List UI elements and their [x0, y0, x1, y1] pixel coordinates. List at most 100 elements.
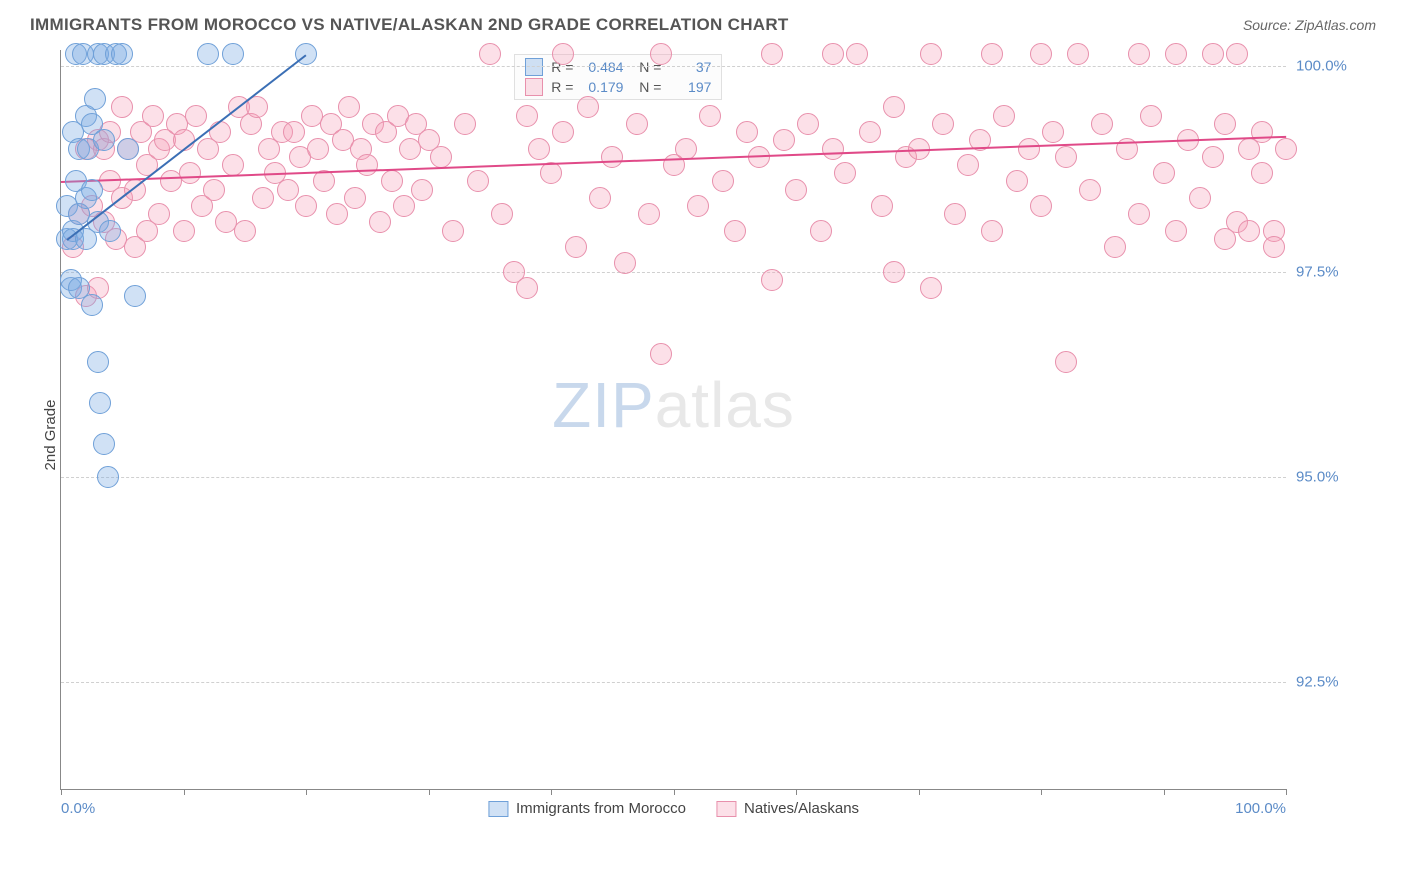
- legend-item-b: Natives/Alaskans: [716, 800, 859, 817]
- series-b-marker: [516, 277, 538, 299]
- series-b-marker: [1006, 170, 1028, 192]
- scatter-plot-area: ZIPatlas R = 0.484 N = 37 R = 0.179 N = …: [60, 50, 1286, 790]
- series-b-marker: [369, 211, 391, 233]
- series-b-marker: [1202, 146, 1224, 168]
- legend-label-b: Natives/Alaskans: [744, 800, 859, 817]
- series-b-marker: [516, 105, 538, 127]
- series-b-marker: [203, 179, 225, 201]
- source-attribution: Source: ZipAtlas.com: [1243, 17, 1376, 33]
- series-b-marker: [1055, 146, 1077, 168]
- series-b-marker: [1251, 162, 1273, 184]
- series-b-marker: [601, 146, 623, 168]
- watermark: ZIPatlas: [552, 368, 795, 442]
- series-b-marker: [736, 121, 758, 143]
- series-b-marker: [871, 195, 893, 217]
- series-b-marker: [1189, 187, 1211, 209]
- series-a-marker: [84, 88, 106, 110]
- series-b-marker: [1030, 195, 1052, 217]
- series-b-marker: [699, 105, 721, 127]
- series-b-marker: [1055, 351, 1077, 373]
- series-b-marker: [1165, 220, 1187, 242]
- grid-line: [61, 682, 1286, 683]
- series-b-marker: [1079, 179, 1101, 201]
- series-b-marker: [179, 162, 201, 184]
- series-b-marker: [344, 187, 366, 209]
- series-b-marker: [650, 343, 672, 365]
- legend-swatch-a-icon: [488, 801, 508, 817]
- series-b-marker: [785, 179, 807, 201]
- series-b-marker: [185, 105, 207, 127]
- series-b-marker: [944, 203, 966, 225]
- y-tick-label: 95.0%: [1296, 468, 1366, 485]
- y-tick-label: 100.0%: [1296, 58, 1366, 75]
- x-tick: [1041, 789, 1042, 795]
- series-b-marker: [1165, 43, 1187, 65]
- series-a-marker: [93, 129, 115, 151]
- series-b-marker: [148, 203, 170, 225]
- series-b-marker: [326, 203, 348, 225]
- grid-line: [61, 477, 1286, 478]
- series-b-marker: [491, 203, 513, 225]
- legend-swatch-b-icon: [716, 801, 736, 817]
- series-a-marker: [81, 179, 103, 201]
- series-b-marker: [467, 170, 489, 192]
- series-b-marker: [675, 138, 697, 160]
- series-b-marker: [1202, 43, 1224, 65]
- x-tick: [61, 789, 62, 795]
- x-axis-max-label: 100.0%: [1235, 800, 1286, 817]
- series-b-marker: [430, 146, 452, 168]
- series-b-marker: [687, 195, 709, 217]
- series-b-marker: [313, 170, 335, 192]
- legend: Immigrants from Morocco Natives/Alaskans: [488, 800, 859, 817]
- x-tick: [1164, 789, 1165, 795]
- x-tick: [551, 789, 552, 795]
- series-b-marker: [338, 96, 360, 118]
- series-b-marker: [1140, 105, 1162, 127]
- series-b-marker: [1091, 113, 1113, 135]
- series-b-marker: [1128, 43, 1150, 65]
- x-tick: [919, 789, 920, 795]
- series-b-marker: [638, 203, 660, 225]
- series-b-marker: [883, 261, 905, 283]
- series-b-marker: [283, 121, 305, 143]
- swatch-b-icon: [525, 78, 543, 96]
- series-b-marker: [773, 129, 795, 151]
- series-b-trend-line: [61, 136, 1286, 183]
- series-b-marker: [1042, 121, 1064, 143]
- series-b-marker: [920, 277, 942, 299]
- series-b-marker: [883, 96, 905, 118]
- grid-line: [61, 272, 1286, 273]
- series-a-marker: [87, 351, 109, 373]
- series-b-marker: [277, 179, 299, 201]
- x-tick: [429, 789, 430, 795]
- series-b-marker: [712, 170, 734, 192]
- x-tick: [796, 789, 797, 795]
- series-a-marker: [89, 392, 111, 414]
- series-b-marker: [614, 252, 636, 274]
- series-b-marker: [552, 121, 574, 143]
- series-b-marker: [1104, 236, 1126, 258]
- series-b-marker: [577, 96, 599, 118]
- series-b-marker: [1275, 138, 1297, 160]
- series-b-marker: [761, 269, 783, 291]
- y-tick-label: 92.5%: [1296, 674, 1366, 691]
- series-b-marker: [724, 220, 746, 242]
- series-b-marker: [1214, 113, 1236, 135]
- x-tick: [674, 789, 675, 795]
- series-b-marker: [252, 187, 274, 209]
- series-b-marker: [981, 220, 1003, 242]
- series-b-marker: [846, 43, 868, 65]
- r-value-b: 0.179: [581, 79, 623, 95]
- x-tick: [1286, 789, 1287, 795]
- series-b-marker: [797, 113, 819, 135]
- x-tick: [306, 789, 307, 795]
- series-b-marker: [222, 154, 244, 176]
- series-b-marker: [859, 121, 881, 143]
- series-b-marker: [411, 179, 433, 201]
- series-b-marker: [810, 220, 832, 242]
- legend-label-a: Immigrants from Morocco: [516, 800, 686, 817]
- series-b-marker: [528, 138, 550, 160]
- x-tick: [184, 789, 185, 795]
- series-a-marker: [97, 466, 119, 488]
- series-b-marker: [454, 113, 476, 135]
